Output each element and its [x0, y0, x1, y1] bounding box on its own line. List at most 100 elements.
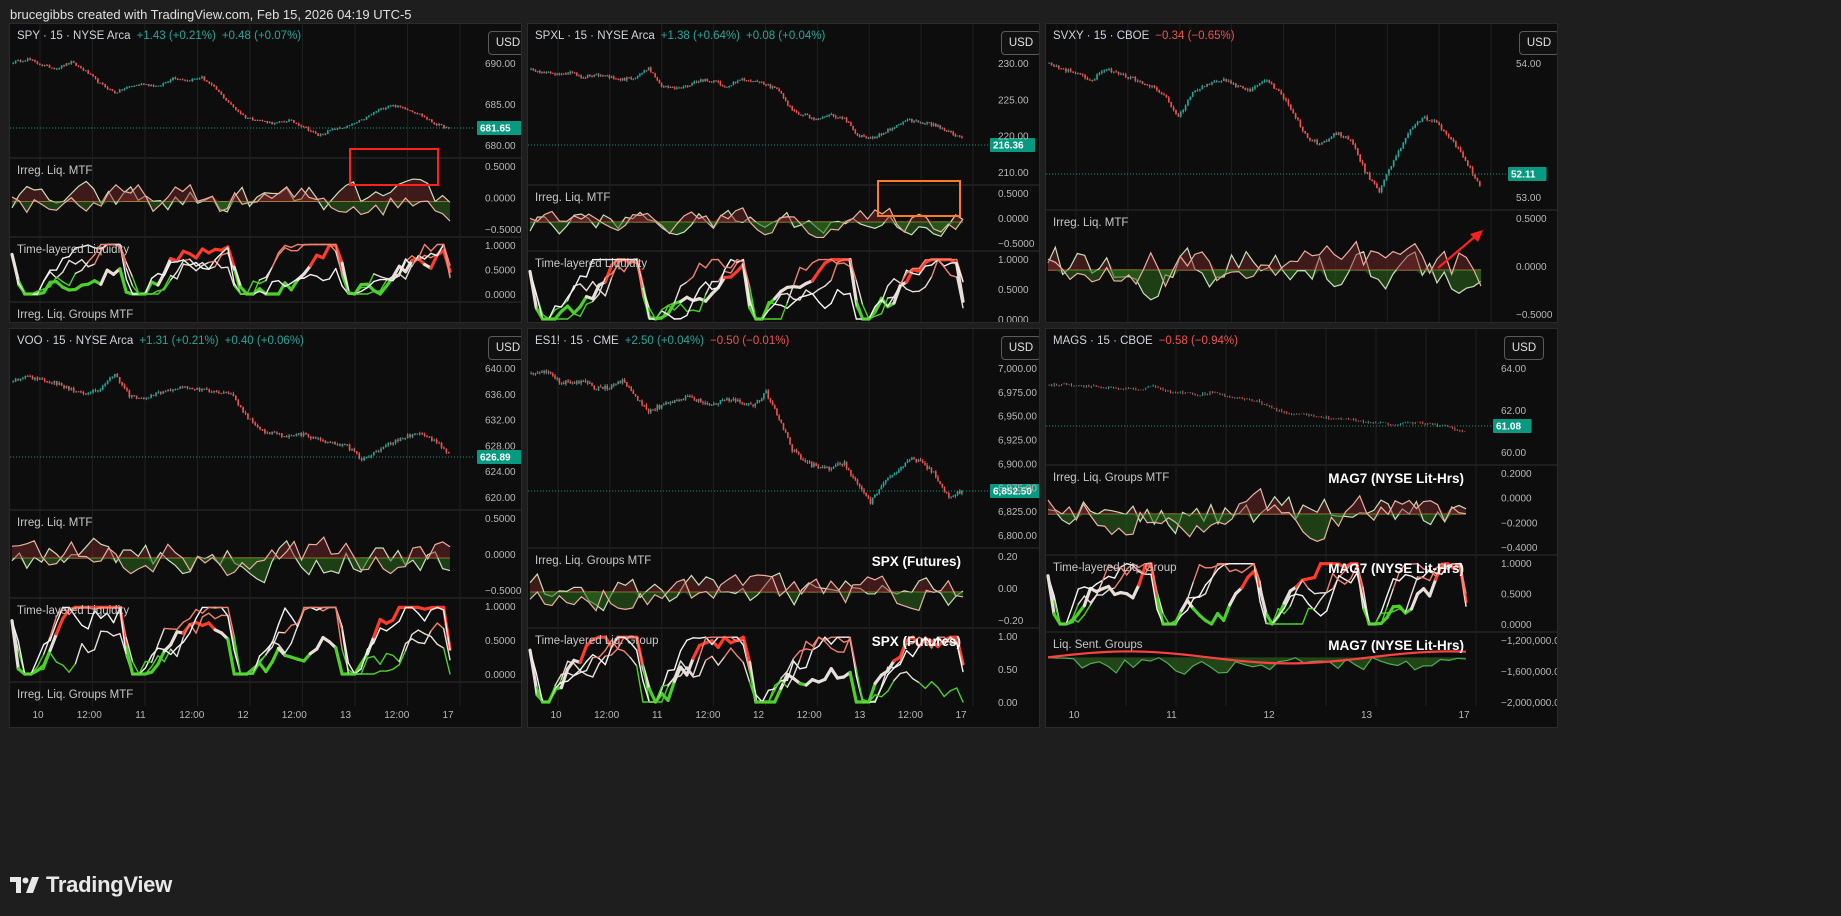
symbol-name[interactable]: SPY · 15 · NYSE Arca: [17, 30, 131, 42]
candle-body: [945, 130, 948, 132]
layered-segment: [43, 636, 51, 655]
layered-segment: [303, 606, 312, 611]
currency-button[interactable]: USD: [1001, 336, 1039, 360]
currency-button[interactable]: USD: [1504, 336, 1544, 360]
time-axis-tick: 12:00: [179, 710, 204, 721]
candle-body: [806, 461, 809, 463]
symbol-name[interactable]: ES1! · 15 · CME: [535, 335, 619, 347]
currency-button[interactable]: USD: [1001, 31, 1039, 55]
symbol-name[interactable]: MAGS · 15 · CBOE: [1053, 335, 1153, 347]
pane-axis-tick: 0.5000: [485, 636, 516, 647]
candle-body: [634, 77, 637, 79]
layered-segment: [379, 627, 388, 632]
layered-segment: [855, 279, 864, 306]
candle-body: [411, 110, 414, 113]
chart-panel-svxy[interactable]: 52.1154.0053.000.50000.0000−0.50001012:0…: [1045, 23, 1558, 323]
candle-body: [280, 433, 283, 437]
time-axis-tick: 12:00: [77, 710, 102, 721]
layered-segment: [430, 252, 439, 257]
candle-body: [331, 442, 334, 444]
pane-label: Irreg. Liq. Groups MTF: [17, 689, 134, 701]
candle-body: [800, 114, 802, 116]
layered-segment: [1186, 581, 1195, 601]
layered-segment: [598, 657, 607, 666]
candle-body: [569, 381, 572, 384]
layered-segment: [30, 290, 39, 295]
price-change: +1.43 (+0.21%): [136, 30, 216, 42]
chart-panel-voo[interactable]: 626.89 640.00 636.00 632.00 628.00 624.00 620.…: [9, 328, 522, 728]
candle-body: [1438, 122, 1440, 125]
chart-panel-spy[interactable]: 681.65 690.00 685.00 680.00 0.5000 0.0000 −0.5…: [9, 23, 522, 323]
chart-panel-spxl[interactable]: 216.36 230.00 225.00 220.00 210.00 0.5000 0.00…: [527, 23, 1040, 323]
chart-canvas-spxl[interactable]: 216.36230.00225.00220.00210.000.50000.00…: [528, 24, 1040, 323]
layered-segment: [592, 293, 600, 303]
layered-segment: [912, 272, 920, 276]
candle-body: [106, 380, 109, 385]
candle-body: [24, 375, 27, 378]
currency-button[interactable]: USD: [1519, 31, 1557, 55]
candle-body: [695, 81, 698, 83]
time-axis-tick: 12: [753, 710, 765, 721]
candle-body: [1304, 131, 1307, 134]
chart-canvas-mags[interactable]: 61.0864.0062.0060.000.20000.0000−0.2000−…: [1046, 329, 1558, 728]
candle-body: [370, 455, 373, 457]
chart-panel-es1[interactable]: 6,852.50 7,000.00 6,975.00 6,950.00 6,925.00…: [527, 328, 1040, 728]
layered-segment: [855, 306, 864, 320]
candle-body: [113, 374, 116, 377]
candle-body: [68, 63, 70, 65]
symbol-name[interactable]: SVXY · 15 · CBOE: [1053, 30, 1150, 42]
layered-segment: [49, 615, 58, 638]
layered-segment: [780, 304, 788, 309]
chart-canvas-spy[interactable]: 681.65690.00685.00680.000.50000.0000−0.5…: [10, 24, 522, 323]
candle-body: [693, 397, 696, 400]
candle-body: [619, 79, 622, 81]
currency-button[interactable]: USD: [488, 336, 521, 360]
candle-body: [891, 475, 894, 477]
candle-body: [615, 78, 617, 80]
layered-segment: [1435, 572, 1443, 575]
symbol-name[interactable]: SPXL · 15 · NYSE Arca: [535, 30, 655, 42]
currency-button[interactable]: USD: [488, 31, 521, 55]
candle-body: [808, 114, 811, 119]
candle-body: [667, 402, 669, 404]
candle-body: [433, 122, 436, 124]
candle-body: [198, 387, 201, 391]
osc-fill-negative: [12, 201, 450, 222]
layered-segment: [1070, 611, 1080, 624]
candle-body: [247, 117, 249, 119]
candle-body: [106, 87, 109, 90]
candle-body: [723, 86, 726, 88]
candle-body: [1148, 85, 1151, 87]
layered-segment: [874, 298, 883, 308]
candle-body: [443, 124, 445, 129]
candle-body: [1177, 114, 1180, 117]
candle-body: [697, 399, 700, 402]
candle-body: [385, 445, 387, 448]
candle-body: [34, 60, 36, 62]
osc-line: [11, 537, 451, 584]
candle-body: [167, 389, 169, 392]
candle-body: [617, 78, 619, 80]
layered-segment: [723, 647, 732, 658]
candle-body: [810, 462, 813, 467]
candle-body: [602, 387, 604, 390]
symbol-name[interactable]: VOO · 15 · NYSE Arca: [17, 335, 134, 347]
osc-fill-positive: [530, 210, 963, 222]
candle-body: [341, 128, 344, 130]
layered-segment: [541, 313, 550, 320]
oscillator-series: [529, 207, 964, 239]
candle-body: [567, 380, 569, 382]
chart-canvas-svxy[interactable]: 52.1154.0053.000.50000.0000−0.50001012:0…: [1046, 24, 1558, 323]
candle-body: [1184, 105, 1187, 111]
chart-canvas-es1[interactable]: 6,852.507,000.006,975.006,950.006,925.00…: [528, 329, 1040, 728]
chart-panel-mags[interactable]: 61.08 64.00 62.00 60.00 0.2000 0.0000 −0.2000−…: [1045, 328, 1558, 728]
candle-body: [336, 444, 339, 446]
candle-body: [1191, 92, 1194, 97]
candle-body: [268, 432, 271, 434]
candle-body: [843, 461, 846, 466]
candle-body: [68, 386, 70, 390]
layered-segment: [673, 285, 682, 304]
chart-canvas-voo[interactable]: 626.89640.00636.00632.00628.00624.00620.…: [10, 329, 522, 728]
layered-segment: [112, 632, 121, 637]
candle-body: [70, 388, 73, 390]
